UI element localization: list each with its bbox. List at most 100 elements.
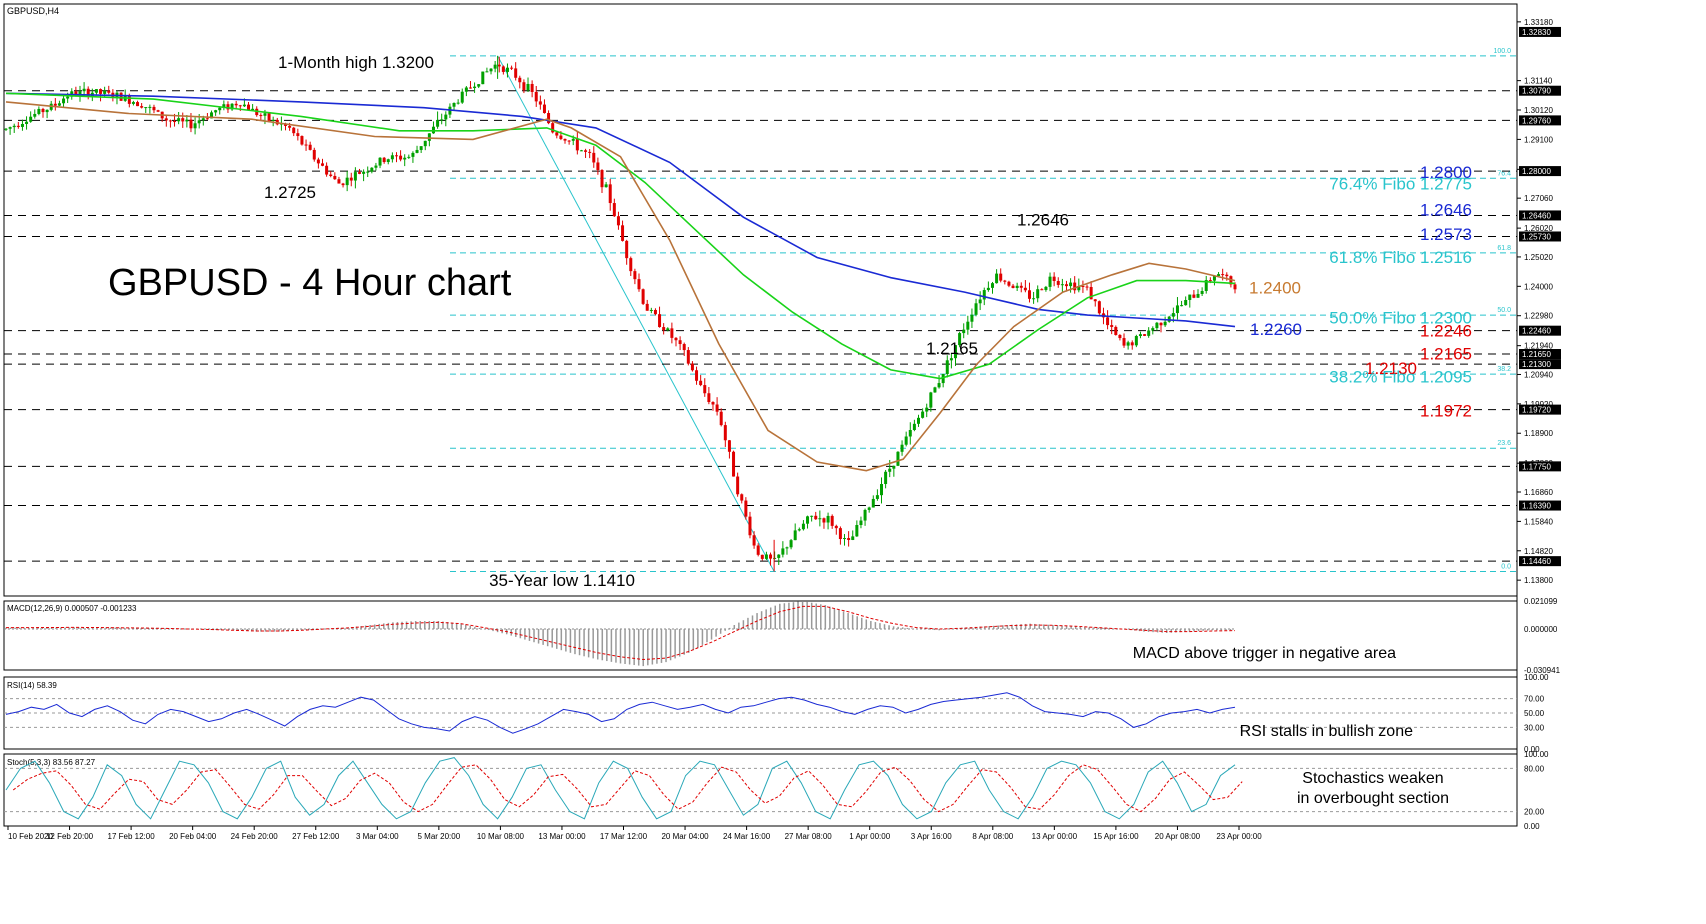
- candle-body: [530, 83, 534, 92]
- level-label: 1.2800: [1420, 163, 1472, 182]
- date-label: 5 Mar 20:00: [417, 832, 460, 841]
- price-tick-label: 1.26020: [1524, 224, 1553, 233]
- date-label: 24 Mar 16:00: [723, 832, 771, 841]
- price-level-box: [1519, 349, 1561, 360]
- price-tick-label: 1.16860: [1524, 488, 1553, 497]
- macd-tick-label: 0.021099: [1524, 597, 1558, 606]
- candle-body: [234, 103, 238, 106]
- candle-body: [460, 91, 464, 103]
- candle-body: [752, 535, 756, 546]
- candle-body: [1126, 342, 1130, 346]
- price-level-box-label: 1.32830: [1522, 28, 1551, 37]
- rsi-tick-label: 0.00: [1524, 745, 1540, 754]
- candle-body: [1171, 313, 1175, 317]
- stoch-tick-label: 20.00: [1524, 808, 1545, 817]
- candle-body: [1233, 284, 1237, 290]
- candle-body: [464, 87, 468, 92]
- candle-body: [949, 358, 953, 361]
- candle-body: [41, 108, 45, 113]
- candle-body: [637, 279, 641, 290]
- candle-body: [168, 120, 172, 122]
- date-label: 3 Mar 04:00: [356, 832, 399, 841]
- candle-body: [612, 203, 616, 217]
- candle-body: [382, 157, 386, 163]
- candle-body: [8, 127, 12, 129]
- candle-body: [497, 64, 501, 67]
- fibo-level-label: 76.4: [1497, 170, 1511, 177]
- candle-body: [551, 123, 555, 133]
- candle-body: [468, 87, 472, 89]
- price-tick-label: 1.20940: [1524, 370, 1553, 379]
- candle-body: [982, 290, 986, 300]
- candle-body: [1048, 276, 1052, 287]
- macd-signal-line: [6, 605, 1236, 661]
- candle-body: [727, 440, 731, 452]
- date-label: 20 Mar 04:00: [661, 832, 709, 841]
- candle-body: [394, 155, 398, 157]
- candle-body: [82, 88, 86, 92]
- candle-body: [308, 144, 312, 150]
- candle-body: [94, 89, 98, 93]
- candle-body: [649, 309, 653, 311]
- candle-body: [958, 333, 962, 346]
- candle-body: [818, 518, 822, 520]
- candle-body: [855, 525, 859, 537]
- date-label: 20 Apr 08:00: [1155, 832, 1201, 841]
- candle-body: [222, 104, 226, 108]
- candle-body: [29, 116, 33, 122]
- candle-body: [1040, 289, 1044, 291]
- candle-body: [419, 146, 423, 150]
- candle-body: [719, 411, 723, 426]
- candle-body: [974, 303, 978, 315]
- price-tick-label: 1.13800: [1524, 576, 1553, 585]
- candle-body: [267, 113, 271, 121]
- candle-body: [929, 392, 933, 408]
- candle-body: [1143, 334, 1147, 336]
- price-tick-label: 1.27060: [1524, 194, 1553, 203]
- candle-body: [826, 515, 830, 523]
- candle-body: [908, 430, 912, 437]
- candle-body: [148, 106, 152, 108]
- date-label: 23 Apr 00:00: [1216, 832, 1262, 841]
- candle-body: [78, 91, 82, 96]
- date-label: 17 Mar 12:00: [600, 832, 648, 841]
- date-label: 1 Apr 00:00: [849, 832, 890, 841]
- candle-body: [904, 436, 908, 445]
- date-label: 3 Apr 16:00: [911, 832, 952, 841]
- rsi-header: RSI(14) 58.39: [7, 681, 57, 690]
- candle-body: [917, 417, 921, 424]
- candle-body: [481, 71, 485, 85]
- rsi-annotation: RSI stalls in bullish zone: [1240, 723, 1414, 740]
- candle-body: [201, 118, 205, 121]
- price-level-box: [1519, 26, 1561, 37]
- candle-body: [493, 64, 497, 69]
- candle-body: [403, 157, 407, 160]
- candle-body: [386, 159, 390, 163]
- candle-body: [1114, 326, 1118, 335]
- candle-body: [678, 340, 682, 345]
- candle-body: [662, 327, 666, 331]
- candle-body: [304, 144, 308, 146]
- candle-body: [333, 175, 337, 180]
- candle-body: [925, 407, 929, 412]
- price-tick-label: 1.29100: [1524, 135, 1553, 144]
- candle-body: [880, 484, 884, 496]
- price-level-box-label: 1.30790: [1522, 87, 1551, 96]
- candle-body: [843, 538, 847, 540]
- candle-body: [374, 165, 378, 168]
- candle-body: [834, 525, 838, 529]
- candle-body: [86, 88, 90, 97]
- level-label: 1.2573: [1420, 225, 1472, 244]
- stoch-annotation-line2: in overbought section: [1297, 790, 1449, 807]
- candle-body: [1069, 282, 1073, 287]
- stoch-annotation-line1: Stochastics weaken: [1302, 770, 1443, 787]
- candle-body: [686, 350, 690, 364]
- candle-body: [1192, 294, 1196, 298]
- stoch-header: Stoch(5,3,3) 83.56 87.27: [7, 758, 96, 767]
- candle-body: [1188, 294, 1192, 300]
- candle-body: [353, 172, 357, 181]
- candle-body: [756, 545, 760, 555]
- candle-body: [242, 104, 246, 107]
- candle-body: [440, 119, 444, 121]
